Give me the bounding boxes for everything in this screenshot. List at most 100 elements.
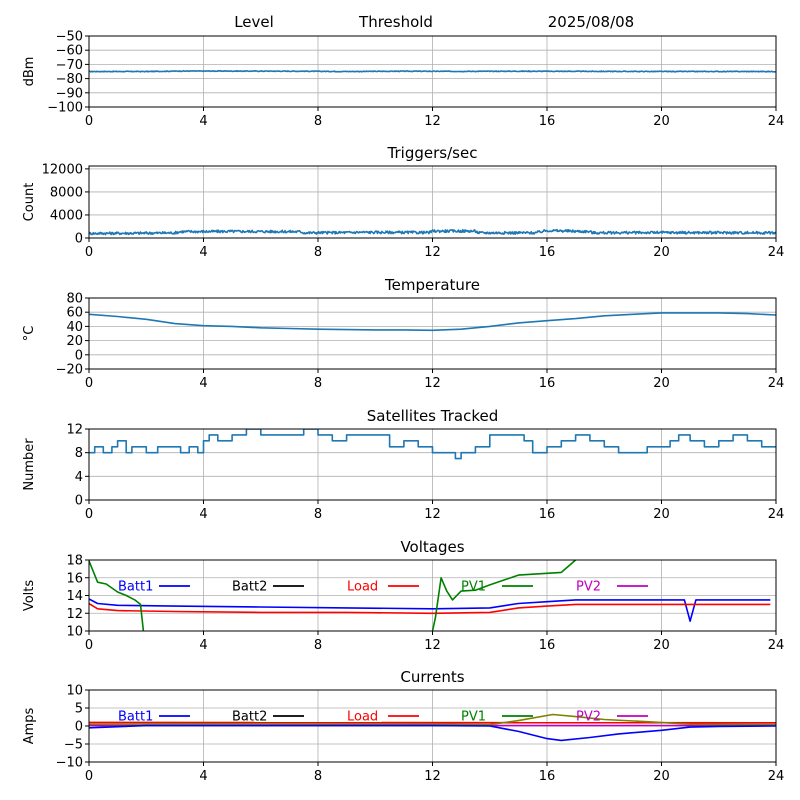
currents-legend-label-pv1: PV1 [461,710,486,725]
currents-legend-label-batt1: Batt1 [118,710,153,725]
currents-ytick-label-1: 5 [75,702,83,717]
triggers-xtick-label-2: 8 [314,245,322,260]
satellites-ytick-label-0: 12 [66,423,83,438]
triggers-ytick-label-3: 0 [75,232,83,247]
currents-ytick-label-3: −5 [64,738,83,753]
triggers-ylabel: Count [22,183,37,222]
currents-legend-label-batt2: Batt2 [232,710,267,725]
threshold-header-label: Threshold [358,13,433,31]
level-xtick-label-1: 4 [199,114,207,129]
satellites-xtick-label-6: 24 [768,507,785,522]
level-ylabel: dBm [22,57,37,87]
level-ytick-label-4: −90 [56,86,83,101]
level-header-label: Level [234,13,274,31]
voltages-xtick-label-3: 12 [424,638,441,653]
triggers-xtick-label-0: 0 [85,245,93,260]
satellites-ytick-label-1: 8 [75,446,83,461]
level-ytick-label-1: −60 [56,44,83,59]
satellites-series-line-0 [89,429,776,460]
currents-xtick-label-5: 20 [653,769,670,784]
voltages-series-pv1-2 [89,560,145,631]
satellites-chart: 0 4 8 12 16 20 24 12 8 4 0 Satellites Tracked Number [22,407,784,522]
voltages-legend-label-batt1: Batt1 [118,580,153,595]
satellites-xtick-label-2: 8 [314,507,322,522]
level-ytick-label-0: −50 [56,30,83,45]
temperature-xtick-label-5: 20 [653,376,670,391]
triggers-xtick-label-6: 24 [768,245,785,260]
voltages-ylabel: Volts [22,580,37,612]
temperature-ytick-label-3: 20 [66,334,83,349]
currents-xtick-label-2: 8 [314,769,322,784]
voltages-ytick-label-2: 14 [66,589,83,604]
voltages-xtick-label-5: 20 [653,638,670,653]
level-xtick-label-6: 24 [768,114,785,129]
level-xtick-label-3: 12 [424,114,441,129]
voltages-xtick-label-6: 24 [768,638,785,653]
temperature-ytick-label-0: 80 [66,292,83,307]
temperature-title: Temperature [384,276,480,294]
voltages-ytick-label-3: 12 [66,607,83,622]
voltages-grid [88,559,777,632]
currents-xtick-label-3: 12 [424,769,441,784]
voltages-legend-label-batt2: Batt2 [232,580,267,595]
voltages-chart: 0 4 8 12 16 20 24 18 16 14 12 10 Voltages Volts Batt1 B… [22,538,784,653]
currents-legend-label-pv2: PV2 [576,710,601,725]
voltages-series-batt1-0 [89,598,771,622]
temperature-ytick-label-1: 60 [66,306,83,321]
currents-ylabel: Amps [22,707,37,744]
temperature-xtick-label-0: 0 [85,376,93,391]
voltages-xtick-label-2: 8 [314,638,322,653]
level-chart: 0 4 8 12 16 20 24 −50−60−70−80−90−100 dBm [22,30,784,130]
temperature-xtick-label-2: 8 [314,376,322,391]
temperature-ytick-label-4: 0 [75,348,83,363]
voltages-xtick-label-0: 0 [85,638,93,653]
satellites-xtick-label-3: 12 [424,507,441,522]
satellites-ytick-label-3: 0 [75,494,83,509]
satellites-ylabel: Number [22,438,37,491]
satellites-xtick-label-4: 16 [539,507,556,522]
triggers-xtick-label-3: 12 [424,245,441,260]
currents-title: Currents [400,668,464,686]
voltages-ytick-label-4: 10 [66,625,83,640]
satellites-xtick-label-1: 4 [199,507,207,522]
triggers-xtick-label-1: 4 [199,245,207,260]
triggers-series-line-0 [89,228,776,236]
voltages-legend-label-load: Load [347,580,378,595]
voltages-legend-label-pv2: PV2 [576,580,601,595]
currents-xtick-label-6: 24 [768,769,785,784]
triggers-xtick-label-5: 20 [653,245,670,260]
voltages-xtick-label-1: 4 [199,638,207,653]
triggers-grid [88,166,777,239]
temperature-xtick-label-4: 16 [539,376,556,391]
triggers-chart: 0 4 8 12 16 20 24 12000 8000 4000 0 Triggers/sec Cou… [22,144,784,260]
triggers-ytick-label-2: 4000 [50,208,83,223]
level-xtick-label-2: 8 [314,114,322,129]
currents-chart: 0 4 8 12 16 20 24 10 5 0 −5 −10 Currents Amps Batt1 Bat… [22,668,784,784]
currents-series-batt1-3 [89,724,776,742]
temperature-xtick-label-6: 24 [768,376,785,391]
triggers-title: Triggers/sec [387,144,478,162]
currents-ytick-label-0: 10 [66,684,83,699]
voltages-ytick-label-0: 18 [66,554,83,569]
satellites-xtick-label-5: 20 [653,507,670,522]
satellites-grid [88,428,777,501]
satellites-title: Satellites Tracked [367,407,498,425]
level-series-line-0 [89,69,776,73]
voltages-title: Voltages [400,538,464,556]
date-header-label: 2025/08/08 [548,13,634,31]
triggers-ytick-label-1: 8000 [50,185,83,200]
temperature-grid [88,297,777,370]
voltages-series-pv1-3 [431,560,577,631]
level-xtick-label-4: 16 [539,114,556,129]
level-ytick-label-2: −70 [56,58,83,73]
currents-legend-label-load: Load [347,710,378,725]
temperature-ytick-label-2: 40 [66,320,83,335]
triggers-ytick-label-0: 12000 [42,162,83,177]
temperature-xtick-label-3: 12 [424,376,441,391]
voltages-xtick-label-4: 16 [539,638,556,653]
voltages-series-load-1 [89,602,771,615]
triggers-xtick-label-4: 16 [539,245,556,260]
level-xtick-label-5: 20 [653,114,670,129]
